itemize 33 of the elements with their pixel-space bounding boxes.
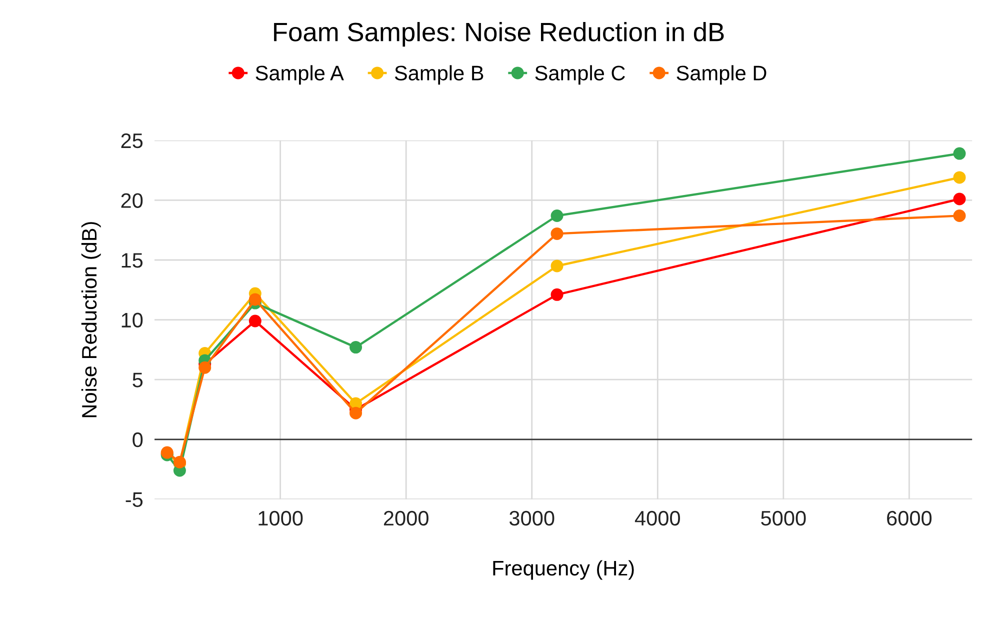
y-tick-label: 25: [121, 133, 143, 148]
x-axis-title: Frequency (Hz): [493, 560, 634, 580]
x-tick-label: 2000: [384, 510, 428, 526]
point: [953, 171, 966, 184]
y-tick-label: -5: [126, 492, 143, 507]
point: [248, 293, 262, 306]
point: [953, 147, 966, 160]
y-tick-label: 20: [121, 193, 143, 208]
legend-label: Sample B: [394, 65, 484, 85]
y-tick-label: 0: [132, 432, 143, 448]
point: [550, 260, 564, 272]
legend-label: Sample A: [256, 65, 344, 85]
y-axis-title: Noise Reduction (dB): [81, 222, 101, 418]
x-tick-label: 3000: [509, 510, 554, 526]
point: [550, 227, 564, 240]
legend-label: Sample C: [535, 65, 625, 85]
point: [248, 314, 262, 328]
y-tick-label: 15: [122, 253, 143, 268]
point: [350, 406, 362, 420]
y-tick-label: 5: [132, 372, 143, 388]
point: [953, 210, 966, 222]
point: [550, 288, 564, 301]
legend-label: Sample D: [676, 65, 766, 85]
point: [550, 210, 564, 222]
point: [198, 361, 212, 374]
x-tick-label: 5000: [761, 510, 806, 526]
point: [953, 192, 966, 206]
point: [350, 341, 362, 354]
x-tick-label: 4000: [634, 510, 680, 526]
x-tick-label: 6000: [887, 510, 932, 526]
x-tick-label: 1000: [258, 510, 303, 526]
y-tick-label: 10: [122, 312, 143, 328]
chart-title: Foam Samples: Noise Reduction in dB: [274, 22, 724, 47]
